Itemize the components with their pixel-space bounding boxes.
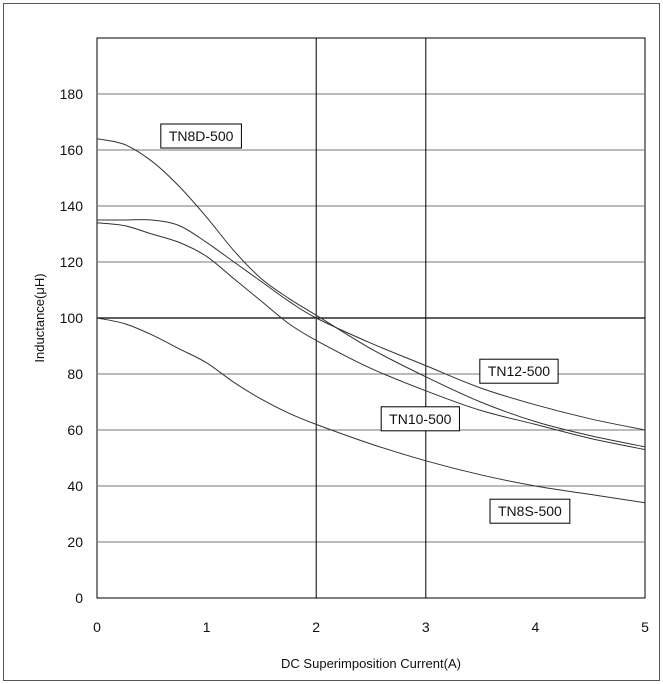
curves <box>96 138 646 504</box>
y-tick-label: 180 <box>60 86 84 102</box>
curve-tn12-500 <box>97 219 646 431</box>
curve-label-box: TN8D-500 <box>160 123 242 149</box>
x-tick-label: 1 <box>203 619 211 635</box>
curve-label-box: TN12-500 <box>479 358 559 384</box>
x-tick-label: 4 <box>532 619 540 635</box>
x-tick-label: 0 <box>93 619 101 635</box>
y-tick-label: 20 <box>67 534 83 550</box>
y-tick-label: 160 <box>60 142 84 158</box>
curve-label-frame <box>489 498 571 524</box>
x-tick-label: 3 <box>422 619 430 635</box>
x-tick-labels: 0 1 2 3 4 5 <box>93 619 649 635</box>
curve-label-text: TN10-500 <box>389 411 451 427</box>
y-tick-labels: 0 20 40 60 80 100 120 140 160 180 <box>60 86 84 606</box>
curve-label-box: TN10-500 <box>380 406 460 432</box>
y-tick-label: 100 <box>60 310 84 326</box>
y-tick-label: 120 <box>60 254 84 270</box>
curve-label-frame <box>380 406 460 432</box>
x-tick-label: 2 <box>312 619 320 635</box>
y-tick-label: 140 <box>60 198 84 214</box>
curve-label-box: TN8S-500 <box>489 498 571 524</box>
curve-tn8d-500 <box>96 138 646 448</box>
y-tick-label: 40 <box>67 478 83 494</box>
y-tick-label: 0 <box>75 590 83 606</box>
curve-label-frame <box>160 123 242 149</box>
curve-label-frame <box>479 358 559 384</box>
curve-label-text: TN8S-500 <box>498 503 562 519</box>
y-tick-label: 80 <box>67 366 83 382</box>
x-axis-label: DC Superimposition Current(A) <box>281 656 461 671</box>
curve-tn8s-500 <box>96 317 646 504</box>
curve-label-text: TN8D-500 <box>169 128 234 144</box>
curve-label-text: TN12-500 <box>488 363 550 379</box>
y-axis-label: Inductance(μH) <box>32 273 47 362</box>
curve-labels: TN8D-500 TN12-500 TN10-500 TN8S-500 <box>160 123 571 524</box>
x-tick-label: 5 <box>641 619 649 635</box>
curve-tn10-500 <box>96 222 646 451</box>
y-tick-label: 60 <box>67 422 83 438</box>
